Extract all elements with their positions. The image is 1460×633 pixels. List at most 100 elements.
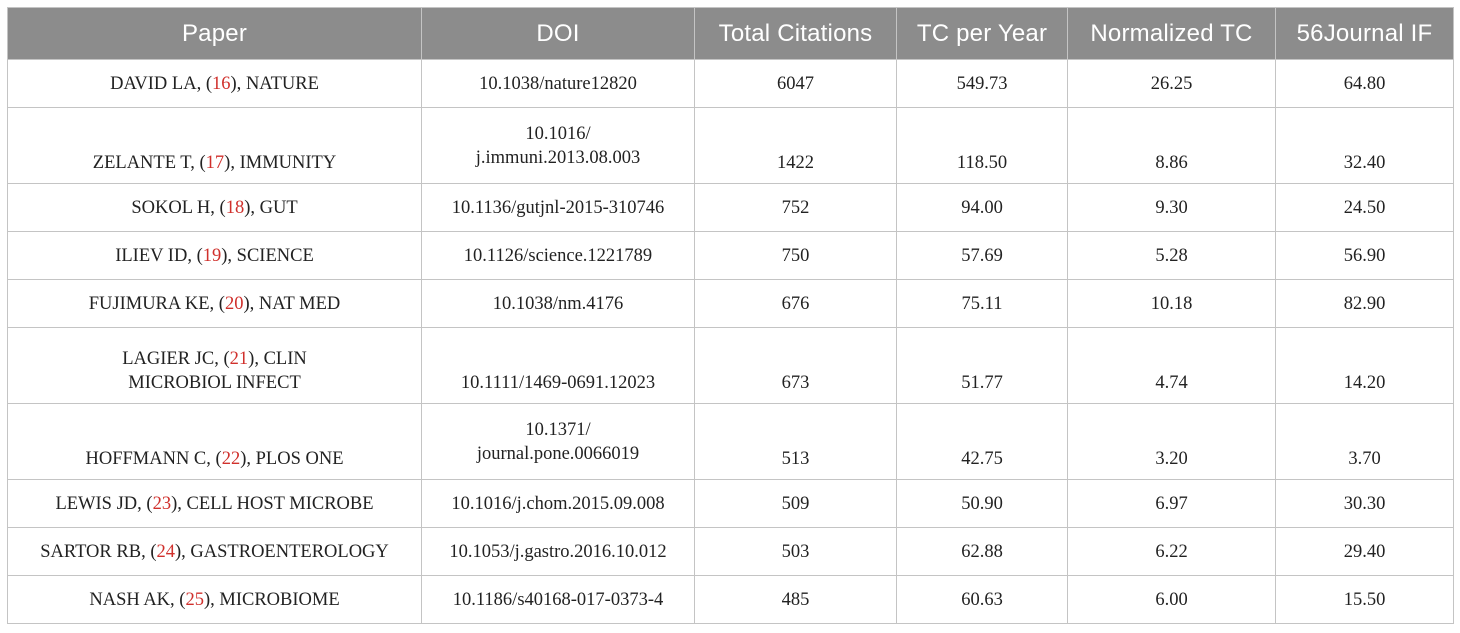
paper-author: NASH AK (89, 589, 171, 610)
reference-link[interactable]: 24 (156, 541, 176, 562)
normalized-tc-cell: 9.30 (1067, 183, 1276, 232)
paper-cell: HOFFMANN C, (22), PLOS ONE (7, 403, 422, 480)
doi-text: j.immuni.2013.08.003 (475, 147, 641, 168)
tc-per-year-cell: 118.50 (896, 107, 1068, 184)
doi-cell: 10.1038/nature12820 (421, 59, 695, 108)
normalized-tc-cell: 8.86 (1067, 107, 1276, 184)
doi-text: 10.1136/gutjnl-2015-310746 (451, 197, 665, 218)
paper-journal: CELL HOST MICROBE (186, 493, 374, 514)
reference-link[interactable]: 19 (202, 245, 222, 266)
paper-journal: CLIN (263, 349, 307, 369)
doi-text: 10.1053/j.gastro.2016.10.012 (449, 541, 667, 562)
doi-cell: 10.1016/j.chom.2015.09.008 (421, 479, 695, 528)
reference-link[interactable]: 25 (185, 589, 204, 610)
total-citations-cell: 676 (694, 279, 897, 328)
tc-per-year-cell: 75.11 (896, 279, 1068, 328)
journal-if-cell: 30.30 (1275, 479, 1454, 528)
paper-author: DAVID LA (110, 73, 197, 94)
doi-cell: 10.1136/gutjnl-2015-310746 (421, 183, 695, 232)
doi-text: 10.1038/nature12820 (479, 73, 637, 94)
table-row: ILIEV ID, (19), SCIENCE 10.1126/science.1… (7, 231, 1454, 280)
paper-author: SARTOR RB (40, 541, 142, 562)
paper-journal: MICROBIOME (219, 589, 340, 610)
journal-if-cell: 14.20 (1275, 327, 1454, 404)
paper-journal: GASTROENTEROLOGY (190, 541, 389, 562)
table-row: NASH AK, (25), MICROBIOME 10.1186/s40168-… (7, 575, 1454, 624)
tc-per-year-cell: 42.75 (896, 403, 1068, 480)
reference-link[interactable]: 17 (205, 153, 225, 173)
table-row: DAVID LA, (16), NATURE 10.1038/nature1282… (7, 59, 1454, 108)
normalized-tc-cell: 4.74 (1067, 327, 1276, 404)
normalized-tc-cell: 6.22 (1067, 527, 1276, 576)
col-header-normalized-tc: Normalized TC (1067, 7, 1276, 60)
table-row: ZELANTE T, (17), IMMUNITY 10.1016/j.immun… (7, 107, 1454, 184)
tc-per-year-cell: 549.73 (896, 59, 1068, 108)
doi-text: 10.1126/science.1221789 (463, 245, 653, 266)
doi-cell: 10.1186/s40168-017-0373-4 (421, 575, 695, 624)
paper-author: LEWIS JD (55, 493, 138, 514)
doi-cell: 10.1038/nm.4176 (421, 279, 695, 328)
paper-journal: NAT MED (258, 293, 341, 314)
reference-link[interactable]: 23 (152, 493, 172, 514)
paper-journal: GUT (259, 197, 298, 218)
normalized-tc-cell: 10.18 (1067, 279, 1276, 328)
total-citations-cell: 752 (694, 183, 897, 232)
reference-link[interactable]: 18 (225, 197, 245, 218)
doi-text: 10.1016/j.chom.2015.09.008 (451, 493, 665, 514)
doi-text: 10.1016/ (525, 123, 591, 144)
col-header-doi: DOI (421, 7, 695, 60)
col-header-paper: Paper (7, 7, 422, 60)
journal-if-cell: 29.40 (1275, 527, 1454, 576)
doi-cell: 10.1111/1469-0691.12023 (421, 327, 695, 404)
col-header-total-citations: Total Citations (694, 7, 897, 60)
tc-per-year-cell: 57.69 (896, 231, 1068, 280)
paper-cell: ILIEV ID, (19), SCIENCE (7, 231, 422, 280)
doi-text: journal.pone.0066019 (476, 443, 640, 464)
header-row: Paper DOI Total Citations TC per Year No… (7, 7, 1454, 60)
journal-if-cell: 56.90 (1275, 231, 1454, 280)
table-row: FUJIMURA KE, (20), NAT MED 10.1038/nm.417… (7, 279, 1454, 328)
doi-text: 10.1038/nm.4176 (492, 293, 624, 314)
journal-if-cell: 3.70 (1275, 403, 1454, 480)
normalized-tc-cell: 3.20 (1067, 403, 1276, 480)
paper-cell: FUJIMURA KE, (20), NAT MED (7, 279, 422, 328)
paper-journal: IMMUNITY (239, 153, 337, 173)
table-row: SOKOL H, (18), GUT 10.1136/gutjnl-2015-31… (7, 183, 1454, 232)
paper-author: LAGIER JC (122, 349, 215, 369)
paper-author: HOFFMANN C (85, 449, 207, 469)
doi-cell: 10.1053/j.gastro.2016.10.012 (421, 527, 695, 576)
paper-journal: PLOS ONE (255, 449, 344, 469)
total-citations-cell: 485 (694, 575, 897, 624)
doi-cell: 10.1126/science.1221789 (421, 231, 695, 280)
doi-cell: 10.1016/j.immuni.2013.08.003 (421, 107, 695, 184)
reference-link[interactable]: 22 (221, 449, 241, 469)
reference-link[interactable]: 21 (229, 349, 249, 369)
paper-cell: SARTOR RB, (24), GASTROENTEROLOGY (7, 527, 422, 576)
table-row: SARTOR RB, (24), GASTROENTEROLOGY 10.1053… (7, 527, 1454, 576)
total-citations-cell: 1422 (694, 107, 897, 184)
normalized-tc-cell: 6.00 (1067, 575, 1276, 624)
doi-cell: 10.1371/journal.pone.0066019 (421, 403, 695, 480)
table-row: HOFFMANN C, (22), PLOS ONE 10.1371/journa… (7, 403, 1454, 480)
journal-if-cell: 24.50 (1275, 183, 1454, 232)
total-citations-cell: 503 (694, 527, 897, 576)
paper-cell: DAVID LA, (16), NATURE (7, 59, 422, 108)
reference-link[interactable]: 16 (212, 73, 231, 94)
total-citations-cell: 513 (694, 403, 897, 480)
citation-table: Paper DOI Total Citations TC per Year No… (7, 7, 1454, 624)
paper-author: FUJIMURA KE (88, 293, 210, 314)
tc-per-year-cell: 51.77 (896, 327, 1068, 404)
col-header-journal-if: 56Journal IF (1275, 7, 1454, 60)
paper-cell: ZELANTE T, (17), IMMUNITY (7, 107, 422, 184)
tc-per-year-cell: 50.90 (896, 479, 1068, 528)
paper-cell: LAGIER JC, (21), CLIN MICROBIOL INFECT (7, 327, 422, 404)
paper-author: ZELANTE T (92, 153, 191, 173)
reference-link[interactable]: 20 (224, 293, 244, 314)
paper-cell: LEWIS JD, (23), CELL HOST MICROBE (7, 479, 422, 528)
doi-text: 10.1371/ (525, 419, 591, 440)
table-body: DAVID LA, (16), NATURE 10.1038/nature1282… (7, 59, 1454, 624)
total-citations-cell: 673 (694, 327, 897, 404)
tc-per-year-cell: 60.63 (896, 575, 1068, 624)
paper-cell: SOKOL H, (18), GUT (7, 183, 422, 232)
paper-line: LAGIER JC, (21), CLIN (122, 349, 307, 369)
